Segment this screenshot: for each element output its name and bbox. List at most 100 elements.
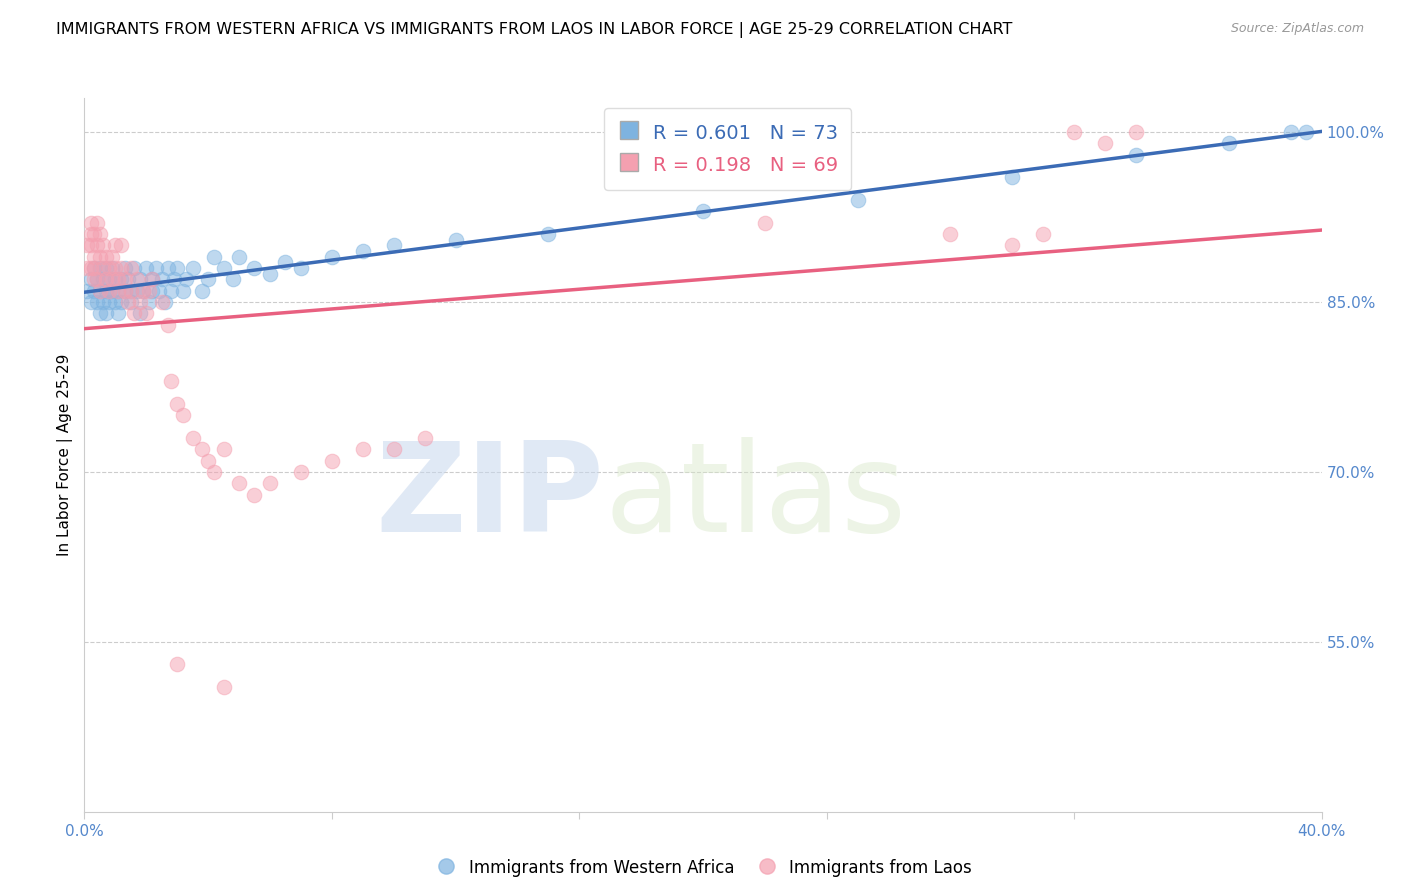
Point bbox=[1063, 125, 1085, 139]
Point bbox=[228, 476, 250, 491]
Point bbox=[160, 284, 183, 298]
Point bbox=[86, 238, 108, 252]
Point bbox=[98, 284, 121, 298]
Text: atlas: atlas bbox=[605, 437, 905, 558]
Point bbox=[1125, 147, 1147, 161]
Point bbox=[274, 255, 297, 269]
Point bbox=[156, 318, 179, 332]
Point bbox=[846, 193, 869, 207]
Point bbox=[444, 233, 467, 247]
Point bbox=[98, 272, 121, 286]
Point bbox=[290, 465, 312, 479]
Point bbox=[132, 284, 155, 298]
Point bbox=[222, 272, 245, 286]
Point bbox=[89, 260, 111, 275]
Point bbox=[114, 260, 136, 275]
Point bbox=[83, 284, 105, 298]
Point bbox=[1001, 170, 1024, 185]
Point bbox=[290, 260, 312, 275]
Point bbox=[79, 295, 101, 310]
Point bbox=[86, 272, 108, 286]
Point bbox=[94, 306, 117, 320]
Point bbox=[1125, 125, 1147, 139]
Point bbox=[125, 272, 148, 286]
Point bbox=[228, 250, 250, 264]
Point bbox=[129, 272, 152, 286]
Point bbox=[83, 227, 105, 241]
Point bbox=[114, 284, 136, 298]
Point bbox=[104, 238, 127, 252]
Point bbox=[125, 284, 148, 298]
Point bbox=[110, 238, 132, 252]
Point bbox=[321, 250, 343, 264]
Point bbox=[98, 260, 121, 275]
Point bbox=[135, 306, 157, 320]
Point bbox=[197, 453, 219, 467]
Point bbox=[89, 306, 111, 320]
Point bbox=[110, 272, 132, 286]
Text: ZIP: ZIP bbox=[375, 437, 605, 558]
Point bbox=[145, 260, 167, 275]
Point bbox=[122, 260, 145, 275]
Point bbox=[172, 284, 194, 298]
Point bbox=[114, 284, 136, 298]
Point bbox=[120, 295, 142, 310]
Point bbox=[104, 295, 127, 310]
Point bbox=[141, 284, 163, 298]
Point bbox=[321, 453, 343, 467]
Point bbox=[352, 244, 374, 258]
Point bbox=[166, 260, 188, 275]
Text: Source: ZipAtlas.com: Source: ZipAtlas.com bbox=[1230, 22, 1364, 36]
Point bbox=[120, 260, 142, 275]
Point bbox=[129, 306, 152, 320]
Point bbox=[163, 272, 186, 286]
Point bbox=[212, 442, 235, 457]
Point bbox=[202, 465, 225, 479]
Point bbox=[176, 272, 198, 286]
Point bbox=[1001, 238, 1024, 252]
Point bbox=[197, 272, 219, 286]
Point bbox=[120, 284, 142, 298]
Point bbox=[76, 260, 98, 275]
Point bbox=[754, 216, 776, 230]
Point bbox=[160, 374, 183, 388]
Point bbox=[86, 272, 108, 286]
Point bbox=[94, 250, 117, 264]
Point bbox=[76, 238, 98, 252]
Point bbox=[153, 295, 176, 310]
Point bbox=[132, 284, 155, 298]
Point bbox=[79, 216, 101, 230]
Point bbox=[191, 442, 214, 457]
Point bbox=[110, 295, 132, 310]
Point bbox=[79, 227, 101, 241]
Point bbox=[259, 476, 281, 491]
Point bbox=[939, 227, 962, 241]
Point bbox=[382, 238, 405, 252]
Point bbox=[537, 227, 560, 241]
Point bbox=[94, 272, 117, 286]
Point bbox=[120, 284, 142, 298]
Point bbox=[352, 442, 374, 457]
Point bbox=[117, 272, 139, 286]
Point bbox=[104, 260, 127, 275]
Point bbox=[83, 272, 105, 286]
Point bbox=[150, 272, 173, 286]
Point bbox=[101, 260, 124, 275]
Point bbox=[83, 250, 105, 264]
Point bbox=[413, 431, 436, 445]
Point bbox=[98, 284, 121, 298]
Point bbox=[166, 397, 188, 411]
Point bbox=[156, 260, 179, 275]
Point bbox=[191, 284, 214, 298]
Point bbox=[243, 260, 266, 275]
Point bbox=[104, 272, 127, 286]
Point bbox=[114, 272, 136, 286]
Point bbox=[172, 409, 194, 423]
Point bbox=[79, 272, 101, 286]
Point bbox=[692, 204, 714, 219]
Point bbox=[101, 284, 124, 298]
Legend: Immigrants from Western Africa, Immigrants from Laos: Immigrants from Western Africa, Immigran… bbox=[426, 851, 980, 886]
Point bbox=[94, 260, 117, 275]
Point bbox=[107, 284, 129, 298]
Point bbox=[202, 250, 225, 264]
